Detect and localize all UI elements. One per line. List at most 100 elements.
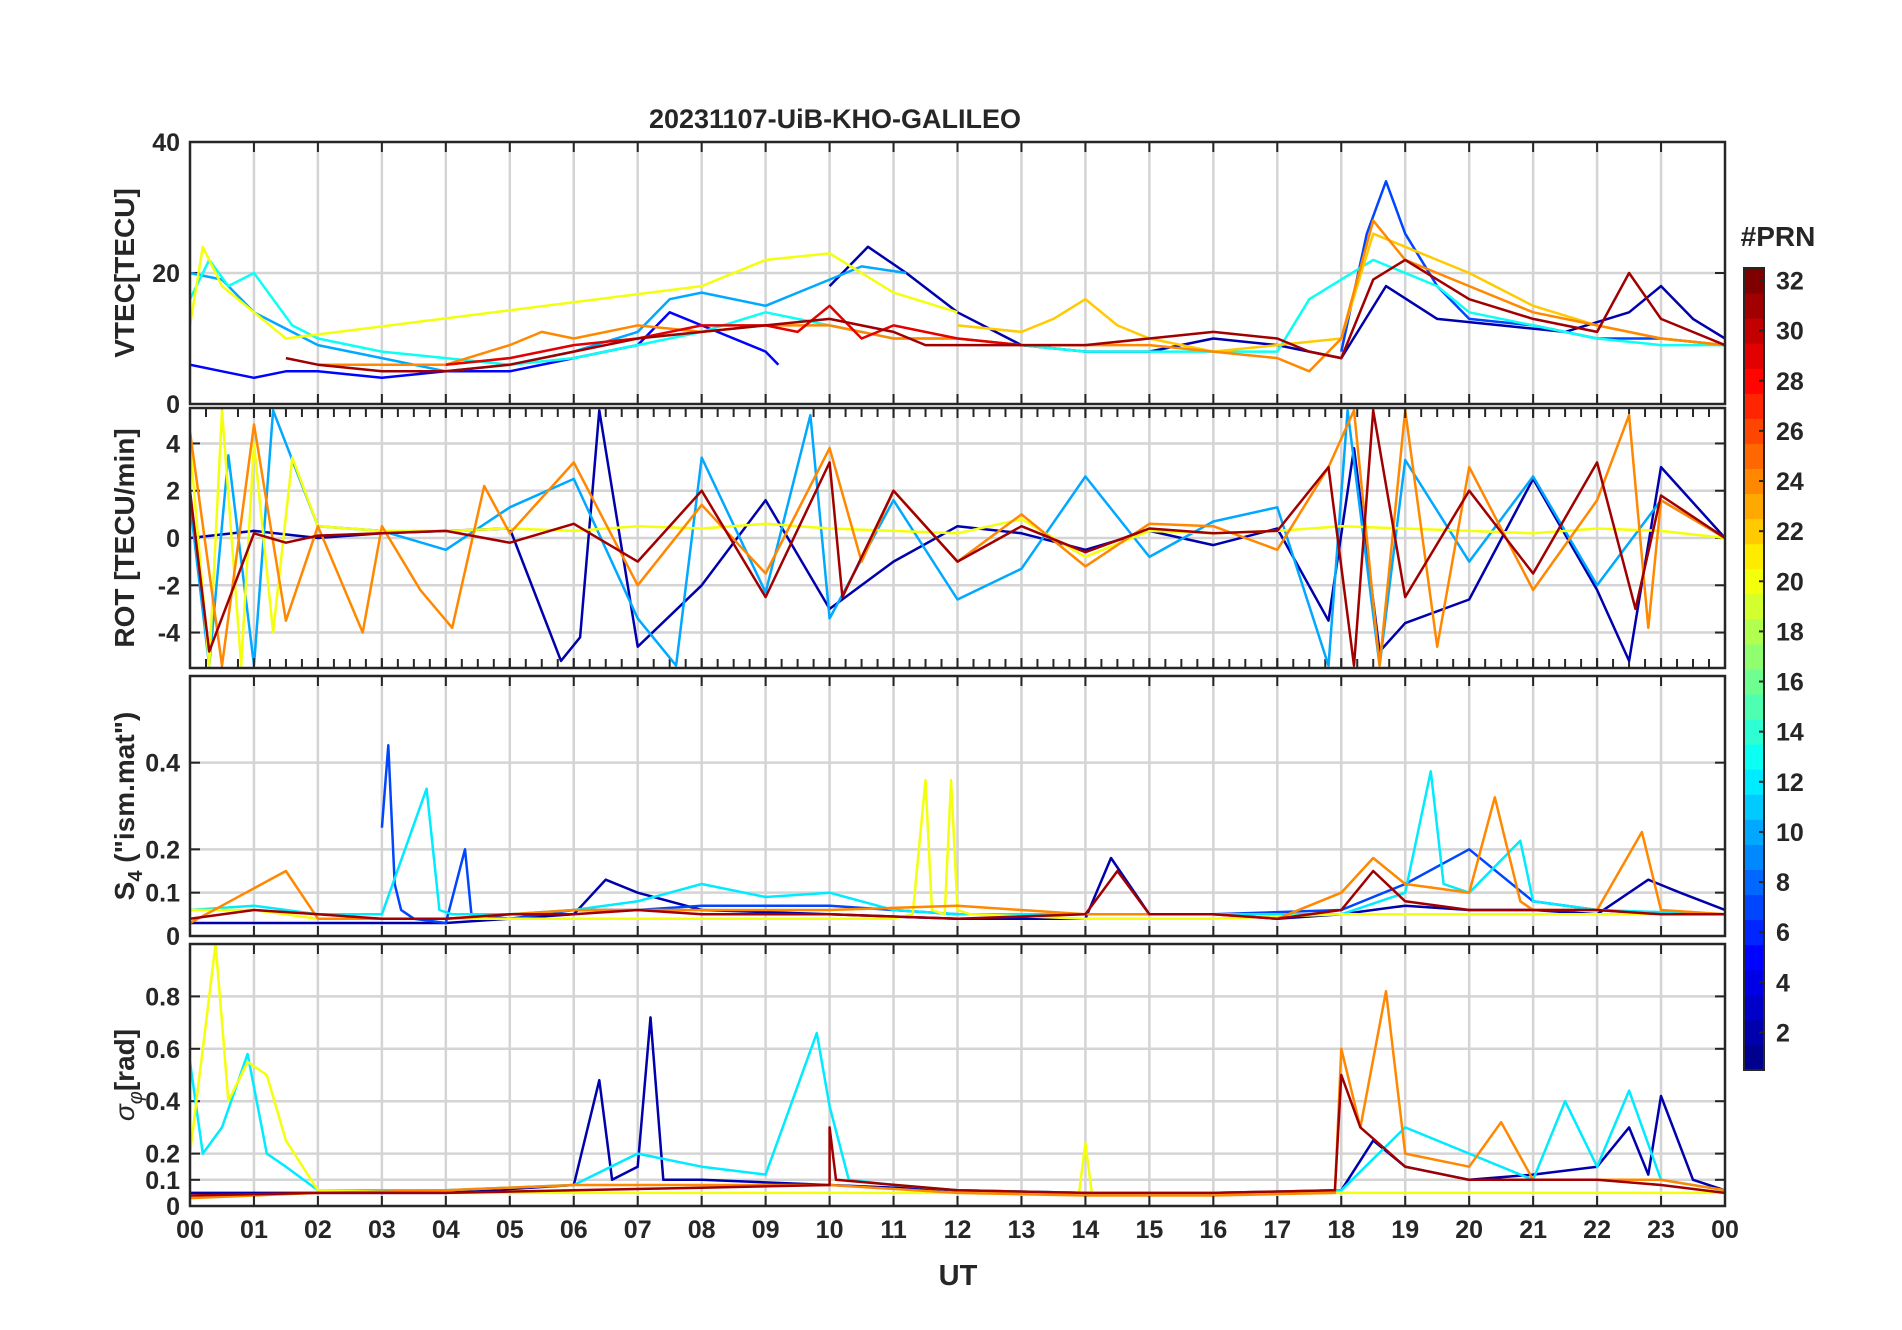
colorbar-segment <box>1744 744 1764 770</box>
x-tick-label: 09 <box>752 1216 780 1244</box>
series-line-prn-31 <box>190 1073 1725 1197</box>
colorbar-tick-label: 28 <box>1776 368 1804 396</box>
x-tick-label: 11 <box>880 1216 907 1244</box>
colorbar-tick-label: 32 <box>1776 268 1804 296</box>
colorbar-segment <box>1744 393 1764 419</box>
series-line-prn-7 <box>380 744 1725 925</box>
colorbar-segment <box>1744 618 1764 645</box>
colorbar-segment <box>1744 819 1764 845</box>
series-line-prn-22 <box>957 232 1725 353</box>
colorbar-title: #PRN <box>1741 221 1816 252</box>
x-tick-label: 14 <box>1072 1216 1100 1244</box>
colorbar-tick-label: 14 <box>1776 719 1804 747</box>
colorbar-segment <box>1744 944 1764 971</box>
y-tick-label: 0.4 <box>145 1088 180 1116</box>
x-tick-label: 23 <box>1647 1216 1675 1244</box>
x-tick-label: 01 <box>240 1216 268 1244</box>
plot-frame <box>188 674 1727 938</box>
colorbar-frame <box>1743 267 1765 1071</box>
colorbar-tick-label: 18 <box>1776 618 1804 646</box>
colorbar-segment <box>1744 643 1764 670</box>
colorbar-tick-label: 24 <box>1776 468 1804 496</box>
y-tick-label: 0 <box>166 1193 180 1221</box>
x-tick-label: 16 <box>1199 1216 1227 1244</box>
series-line-prn-20 <box>190 778 1725 920</box>
series-group <box>190 744 1725 925</box>
colorbar-segment <box>1744 769 1764 795</box>
colorbar-segment <box>1744 318 1764 344</box>
plot-frame <box>188 942 1727 1208</box>
colorbar-tick-label: 16 <box>1776 669 1804 697</box>
y-tick-label: 0.6 <box>145 1036 180 1064</box>
series-line-prn-31 <box>190 409 1725 667</box>
colorbar-tick-label: 6 <box>1776 919 1790 947</box>
panel-VTEC: 0 20 40 VTEC[TECU] <box>109 129 1727 419</box>
series-line-prn-2 <box>190 856 1725 925</box>
colorbar-segment <box>1744 268 1764 294</box>
colorbar-tick-label: 8 <box>1776 869 1790 897</box>
colorbar-segment <box>1744 1019 1764 1046</box>
colorbar-tick-label: 4 <box>1776 969 1790 997</box>
y-axis-label-VTEC: VTEC[TECU] <box>109 188 140 358</box>
series-group <box>190 944 1725 1200</box>
x-axis: 00 01 02 03 04 05 06 07 08 09 10 11 12 13 14 15 16 17 18 19… <box>176 1216 1739 1244</box>
colorbar-tick-label: 26 <box>1776 418 1804 446</box>
y-axis-label-sigma_phi: σφ[rad] <box>109 1029 147 1121</box>
colorbar-tick-label: 10 <box>1776 819 1804 847</box>
x-tick-label: 13 <box>1008 1216 1036 1244</box>
colorbar-segment <box>1744 493 1764 520</box>
x-tick-label: 22 <box>1583 1216 1611 1244</box>
panel-ROT: -4 -2 0 2 4 ROT [TECU/min] <box>109 406 1727 670</box>
y-tick-label: 0.1 <box>145 1167 180 1195</box>
y-tick-label: 0 <box>166 923 180 951</box>
x-tick-label: 17 <box>1263 1216 1291 1244</box>
colorbar-segment <box>1744 994 1764 1021</box>
series-line-prn-20 <box>190 245 958 340</box>
colorbar-segment <box>1744 443 1764 469</box>
y-tick-label: 0.8 <box>145 983 180 1011</box>
panel-sigma_phi: 00.10.2 0.4 0.6 0.8 σφ[rad] <box>109 942 1727 1221</box>
colorbar-segment <box>1744 568 1764 595</box>
colorbar-segment <box>1744 894 1764 921</box>
colorbar-segment <box>1744 343 1764 369</box>
plot-frame <box>188 406 1727 670</box>
series-line-prn-29 <box>445 304 1022 366</box>
colorbar-segment <box>1744 794 1764 820</box>
y-tick-label: -4 <box>158 620 180 648</box>
y-tick-label: 0.1 <box>145 880 180 908</box>
x-tick-label: 12 <box>944 1216 972 1244</box>
y-tick-label: 40 <box>152 129 180 157</box>
colorbar-segment <box>1744 969 1764 996</box>
colorbar-segment <box>1744 368 1764 394</box>
y-tick-label: -2 <box>158 572 180 600</box>
x-tick-label: 00 <box>176 1216 204 1244</box>
series-line-prn-7 <box>1340 180 1725 352</box>
colorbar-segment <box>1744 593 1764 620</box>
colorbar-segment <box>1744 669 1764 695</box>
x-tick-label: 15 <box>1135 1216 1163 1244</box>
colorbar-tick-label: 12 <box>1776 769 1804 797</box>
colorbar-segment <box>1744 543 1764 570</box>
colorbar-tick-label: 30 <box>1776 318 1804 346</box>
x-tick-label: 00 <box>1711 1216 1739 1244</box>
colorbar-tick-label: 20 <box>1776 568 1804 596</box>
plot-frame <box>188 140 1727 406</box>
x-tick-label: 06 <box>560 1216 588 1244</box>
colorbar-segment <box>1744 518 1764 545</box>
series-line-prn-5 <box>190 311 780 380</box>
series-line-prn-12 <box>190 770 1725 916</box>
x-tick-label: 03 <box>368 1216 396 1244</box>
y-tick-label: 2 <box>166 478 180 506</box>
series-line-prn-12 <box>190 1031 1725 1195</box>
panel-S4: 0 0.1 0.2 0.4S4 ("ism.mat") <box>109 674 1727 951</box>
colorbar-segment <box>1744 919 1764 946</box>
y-tick-label: 0 <box>166 525 180 553</box>
y-tick-label: 0.2 <box>145 1141 180 1169</box>
colorbar-tick-label: 22 <box>1776 518 1804 546</box>
colorbar-segment <box>1744 468 1764 495</box>
chart-title: 20231107-UiB-KHO-GALILEO <box>649 104 1021 134</box>
x-tick-label: 20 <box>1455 1216 1483 1244</box>
colorbar-tick-label: 2 <box>1776 1019 1790 1047</box>
